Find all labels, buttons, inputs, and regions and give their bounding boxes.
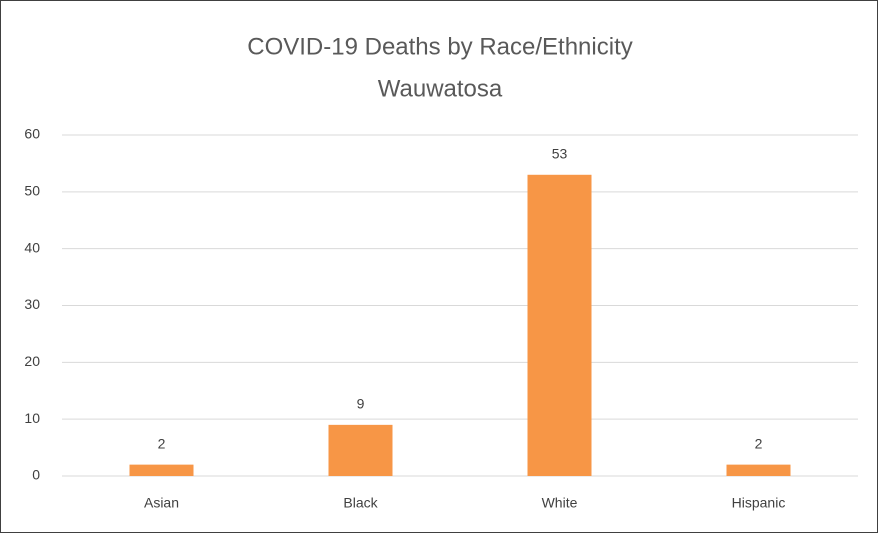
bar [527, 174, 592, 477]
bar [726, 464, 791, 476]
y-tick-label: 10 [24, 410, 40, 426]
data-label: 53 [552, 145, 568, 161]
data-label: 9 [357, 396, 365, 412]
x-tick-label: White [542, 495, 578, 511]
x-tick-label: Hispanic [732, 495, 786, 511]
x-tick-label: Asian [144, 495, 179, 511]
y-tick-label: 60 [24, 126, 40, 142]
x-tick-label: Black [343, 495, 378, 511]
data-label: 2 [755, 435, 763, 451]
y-tick-label: 30 [24, 296, 40, 312]
y-tick-label: 20 [24, 353, 40, 369]
data-label: 2 [158, 435, 166, 451]
y-tick-label: 50 [24, 183, 40, 199]
chart-title: COVID-19 Deaths by Race/Ethnicity [247, 33, 633, 60]
bar [129, 464, 194, 476]
bar [328, 424, 393, 476]
y-tick-label: 40 [24, 239, 40, 255]
chart-subtitle: Wauwatosa [378, 75, 503, 102]
y-tick-label: 0 [32, 467, 40, 483]
